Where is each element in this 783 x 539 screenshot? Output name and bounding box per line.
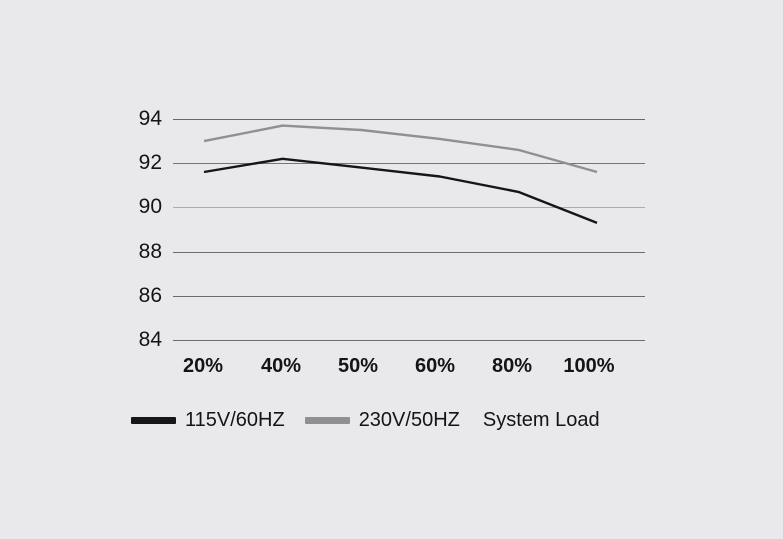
x-axis-tick-label: 80% xyxy=(491,355,533,377)
gridline-84 xyxy=(173,340,645,341)
gridline-92 xyxy=(173,163,645,164)
x-axis-title: System Load xyxy=(482,408,600,431)
series-line-115v-60hz xyxy=(203,157,598,225)
legend-label-115v-60hz: 115V/60HZ xyxy=(185,408,285,431)
y-axis-tick-label: 90 xyxy=(138,195,162,218)
gridline-86 xyxy=(173,296,645,297)
x-axis-tick-label: 20% xyxy=(182,355,224,377)
y-axis-tick-label: 94 xyxy=(138,107,162,130)
y-axis-tick-label: 92 xyxy=(138,151,162,174)
chart-legend: 115V/60HZ 230V/50HZ System Load xyxy=(131,406,600,434)
y-axis-tick-label: 86 xyxy=(138,284,162,307)
x-axis-tick-label: 100% xyxy=(563,355,615,377)
x-axis-tick-label: 50% xyxy=(337,355,379,377)
y-axis-tick-label: 88 xyxy=(138,240,162,263)
gridline-90 xyxy=(173,207,645,208)
gridline-94 xyxy=(173,119,645,120)
legend-swatch-115v-60hz xyxy=(131,416,176,424)
legend-label-230v-50hz: 230V/50HZ xyxy=(358,408,460,431)
x-axis-tick-label: 40% xyxy=(260,355,302,377)
legend-swatch-230v-50hz xyxy=(304,416,350,424)
series-line-230v-50hz xyxy=(203,124,598,174)
y-axis-tick-label: 84 xyxy=(138,328,162,351)
gridline-88 xyxy=(173,252,645,253)
plot-area xyxy=(203,124,598,225)
x-axis-tick-label: 60% xyxy=(414,355,456,377)
